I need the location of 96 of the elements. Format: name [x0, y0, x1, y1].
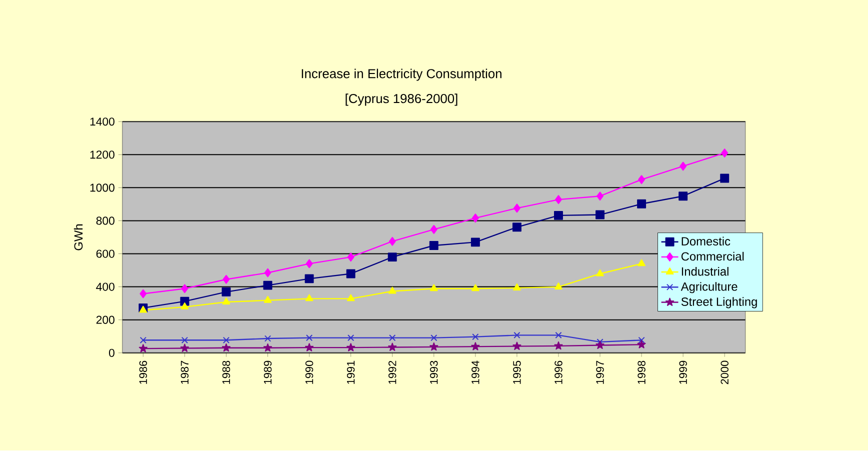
point	[264, 335, 272, 342]
point	[140, 289, 147, 298]
x-tick-label: 2000	[720, 361, 728, 384]
point	[388, 252, 397, 262]
point	[554, 195, 562, 204]
point	[471, 284, 480, 292]
x-tick-label: 1999	[679, 361, 687, 384]
y-tick-label: 1000	[90, 184, 114, 192]
legend-label: Domestic	[682, 237, 730, 246]
point	[637, 340, 646, 349]
chart-subtitle: [Cyprus 1986-2000]	[346, 94, 458, 106]
point	[430, 284, 438, 292]
point	[264, 296, 272, 304]
point	[222, 288, 231, 297]
x-tick-label: 1997	[596, 361, 604, 384]
legend-label: Street Lighting	[681, 297, 757, 308]
legend-label: Commercial	[681, 252, 744, 261]
point	[429, 241, 438, 250]
y-tick-label: 200	[96, 316, 114, 324]
point	[596, 269, 604, 276]
point	[512, 222, 522, 232]
point	[346, 269, 356, 278]
x-tick-label: 1988	[222, 361, 230, 384]
point	[388, 286, 396, 294]
point	[140, 337, 146, 344]
y-tick-label: 800	[96, 216, 114, 225]
point	[222, 337, 230, 344]
point	[513, 204, 520, 213]
point	[721, 148, 728, 158]
point	[638, 337, 645, 344]
point	[638, 259, 646, 266]
x-tick-label: 1991	[346, 361, 355, 384]
point	[514, 332, 520, 339]
point	[472, 214, 479, 223]
point	[222, 275, 230, 284]
point	[305, 294, 314, 302]
point	[638, 175, 646, 184]
point	[471, 342, 480, 351]
x-tick-label: 1987	[180, 361, 189, 384]
y-tick-label: 400	[96, 282, 114, 292]
point	[554, 211, 563, 220]
x-tick-label: 1992	[388, 361, 396, 384]
point	[346, 343, 356, 352]
point	[348, 334, 354, 342]
y-axis-title: GWh	[74, 224, 83, 250]
x-tick-label: 1998	[638, 361, 646, 384]
point	[596, 340, 604, 350]
x-tick-label: 1989	[264, 361, 272, 384]
point	[138, 344, 148, 353]
x-tick-label: 1996	[554, 361, 562, 384]
point	[306, 259, 313, 268]
point	[720, 174, 730, 183]
point	[596, 192, 604, 201]
point	[346, 294, 355, 302]
legend-label: Industrial	[682, 267, 728, 276]
point	[306, 334, 313, 342]
x-tick-label: 1995	[513, 361, 521, 384]
point	[181, 284, 188, 294]
x-tick-label: 1986	[139, 361, 148, 384]
x-tick-label: 1994	[472, 360, 480, 384]
point	[513, 284, 521, 291]
y-tick-label: 1400	[90, 118, 114, 126]
point	[430, 334, 438, 342]
point	[554, 282, 562, 290]
x-tick-label: 1990	[305, 361, 314, 384]
point	[304, 274, 314, 284]
point	[181, 337, 188, 344]
x-tick-label: 1993	[430, 361, 438, 384]
point	[430, 342, 438, 351]
point	[388, 237, 396, 246]
legend-label: Agriculture	[680, 282, 738, 294]
point	[637, 200, 646, 209]
point	[678, 192, 688, 201]
point	[388, 342, 397, 352]
point	[347, 252, 354, 262]
point	[554, 342, 563, 350]
y-tick-label: 0	[108, 349, 114, 358]
point	[389, 334, 396, 342]
point	[596, 210, 605, 220]
point	[222, 298, 230, 305]
point	[430, 225, 438, 234]
chart-title: Increase in Electricity Consumption	[302, 68, 502, 81]
point	[180, 302, 189, 310]
point	[222, 344, 231, 352]
point	[555, 332, 562, 339]
point	[263, 281, 272, 290]
y-tick-label: 600	[96, 250, 114, 258]
point	[680, 162, 687, 171]
point	[304, 343, 314, 352]
point	[180, 344, 189, 352]
point	[264, 268, 272, 278]
point	[470, 238, 480, 247]
y-tick-label: 1200	[90, 150, 114, 159]
point	[263, 344, 272, 352]
point	[472, 334, 479, 340]
point	[512, 342, 522, 350]
